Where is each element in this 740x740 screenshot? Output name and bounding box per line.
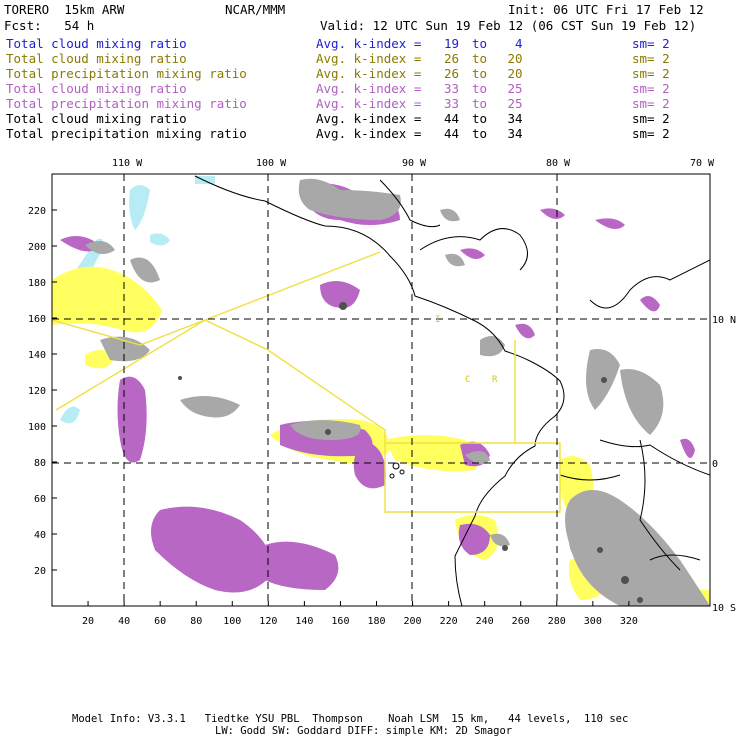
legend-to-2: to [472, 66, 488, 81]
legend-field-1: Total cloud mixing ratio [6, 51, 187, 66]
y-tick-label: 20 [34, 566, 46, 577]
map-letter-c: C [465, 375, 470, 385]
y-tick-label: 60 [34, 494, 46, 505]
legend-field-3: Total cloud mixing ratio [6, 81, 187, 96]
legend-sm-6: sm= 2 [632, 126, 670, 141]
x-tick-label: 60 [154, 616, 166, 627]
flight-tracks [52, 251, 561, 513]
legend-to-3: to [472, 81, 488, 96]
legend-field-4: Total precipitation mixing ratio [6, 96, 247, 111]
coastline [194, 175, 710, 606]
lon-label-100w: 100 W [256, 158, 287, 169]
lon-label-90w: 90 W [402, 158, 427, 169]
model-physics: LW: Godd SW: Goddard DIFF: simple KM: 2D… [215, 725, 513, 737]
y-tick-label: 100 [28, 422, 46, 433]
lon-label-70w: 70 W [690, 158, 715, 169]
y-tick-label: 140 [28, 350, 46, 361]
cloud-dark-layer [178, 302, 643, 603]
legend-sm-2: sm= 2 [632, 66, 670, 81]
legend-k2-6: 34 [500, 126, 523, 141]
legend-k2-1: 20 [500, 51, 523, 66]
y-tick-label: 200 [28, 242, 46, 253]
legend-k1-1: 26 [444, 51, 460, 66]
legend-to-0: to [472, 36, 488, 51]
legend-avg-label-2: Avg. k-index = [316, 66, 422, 81]
lat-label-0: 0 [712, 459, 718, 470]
x-tick-label: 320 [620, 616, 638, 627]
lat-label-10s: 10 S [712, 603, 736, 614]
x-axis-ticks: 20 40 60 80 100 120 140 160 180 200 220 240 260 280 30… [82, 601, 638, 627]
x-tick-label: 160 [331, 616, 349, 627]
legend-k1-2: 26 [444, 66, 460, 81]
legend-to-5: to [472, 111, 488, 126]
x-tick-label: 40 [118, 616, 130, 627]
legend-sm-1: sm= 2 [632, 51, 670, 66]
legend-sm-5: sm= 2 [632, 111, 670, 126]
legend-k2-2: 20 [500, 66, 523, 81]
lon-label-110w: 110 W [112, 158, 143, 169]
precip-purple-layer [60, 183, 695, 593]
org-label: NCAR/MMM [225, 2, 286, 17]
y-tick-label: 120 [28, 386, 46, 397]
x-tick-label: 240 [476, 616, 494, 627]
legend-sm-0: sm= 2 [632, 36, 670, 51]
legend-sm-4: sm= 2 [632, 96, 670, 111]
legend-avg-label-5: Avg. k-index = [316, 111, 422, 126]
latlon-grid [52, 174, 710, 606]
x-tick-label: 260 [512, 616, 530, 627]
y-tick-label: 180 [28, 278, 46, 289]
legend-field-6: Total precipitation mixing ratio [6, 126, 247, 141]
legend-avg-label-0: Avg. k-index = [316, 36, 422, 51]
x-tick-label: 180 [367, 616, 385, 627]
legend-k2-5: 34 [500, 111, 523, 126]
legend-k1-6: 44 [444, 126, 460, 141]
x-tick-label: 20 [82, 616, 94, 627]
map-letter-r: R [492, 375, 498, 385]
x-tick-label: 140 [295, 616, 313, 627]
legend-k1-3: 33 [444, 81, 460, 96]
legend-field-0: Total cloud mixing ratio [6, 36, 187, 51]
x-tick-label: 300 [584, 616, 602, 627]
legend-k1-4: 33 [444, 96, 460, 111]
legend-field-5: Total cloud mixing ratio [6, 111, 187, 126]
legend-k2-4: 25 [500, 96, 523, 111]
x-tick-label: 80 [190, 616, 202, 627]
legend-to-6: to [472, 126, 488, 141]
x-tick-label: 280 [548, 616, 566, 627]
model-title: TORERO 15km ARW [4, 2, 125, 17]
init-time: Init: 06 UTC Fri 17 Feb 12 [508, 2, 704, 17]
x-tick-label: 220 [440, 616, 458, 627]
lon-label-80w: 80 W [546, 158, 571, 169]
map-letter-i: I [435, 315, 440, 325]
legend-k2-0: 4 [500, 36, 523, 51]
model-info: Model Info: V3.3.1 Tiedtke YSU PBL Thomp… [72, 713, 629, 725]
y-tick-label: 40 [34, 530, 46, 541]
y-axis-ticks: 220 200 180 160 140 120 100 80 60 40 20 [28, 206, 57, 577]
legend-to-4: to [472, 96, 488, 111]
cloud-gray-layer [85, 178, 710, 606]
legend-k1-0: 19 [444, 36, 460, 51]
legend-k2-3: 25 [500, 81, 523, 96]
legend-k1-5: 44 [444, 111, 460, 126]
galapagos-islands [389, 462, 405, 479]
y-tick-label: 220 [28, 206, 46, 217]
legend-to-1: to [472, 51, 488, 66]
x-tick-label: 120 [259, 616, 277, 627]
y-tick-label: 80 [34, 458, 46, 469]
valid-time: Valid: 12 UTC Sun 19 Feb 12 (06 CST Sun … [320, 18, 697, 33]
x-tick-label: 200 [404, 616, 422, 627]
legend-avg-label-1: Avg. k-index = [316, 51, 422, 66]
y-tick-label: 160 [28, 314, 46, 325]
lat-label-10n: 10 N [712, 315, 736, 326]
legend-sm-3: sm= 2 [632, 81, 670, 96]
forecast-hour: Fcst: 54 h [4, 18, 95, 33]
legend-avg-label-4: Avg. k-index = [316, 96, 422, 111]
legend-avg-label-6: Avg. k-index = [316, 126, 422, 141]
x-tick-label: 100 [223, 616, 241, 627]
legend-avg-label-3: Avg. k-index = [316, 81, 422, 96]
legend-field-2: Total precipitation mixing ratio [6, 66, 247, 81]
